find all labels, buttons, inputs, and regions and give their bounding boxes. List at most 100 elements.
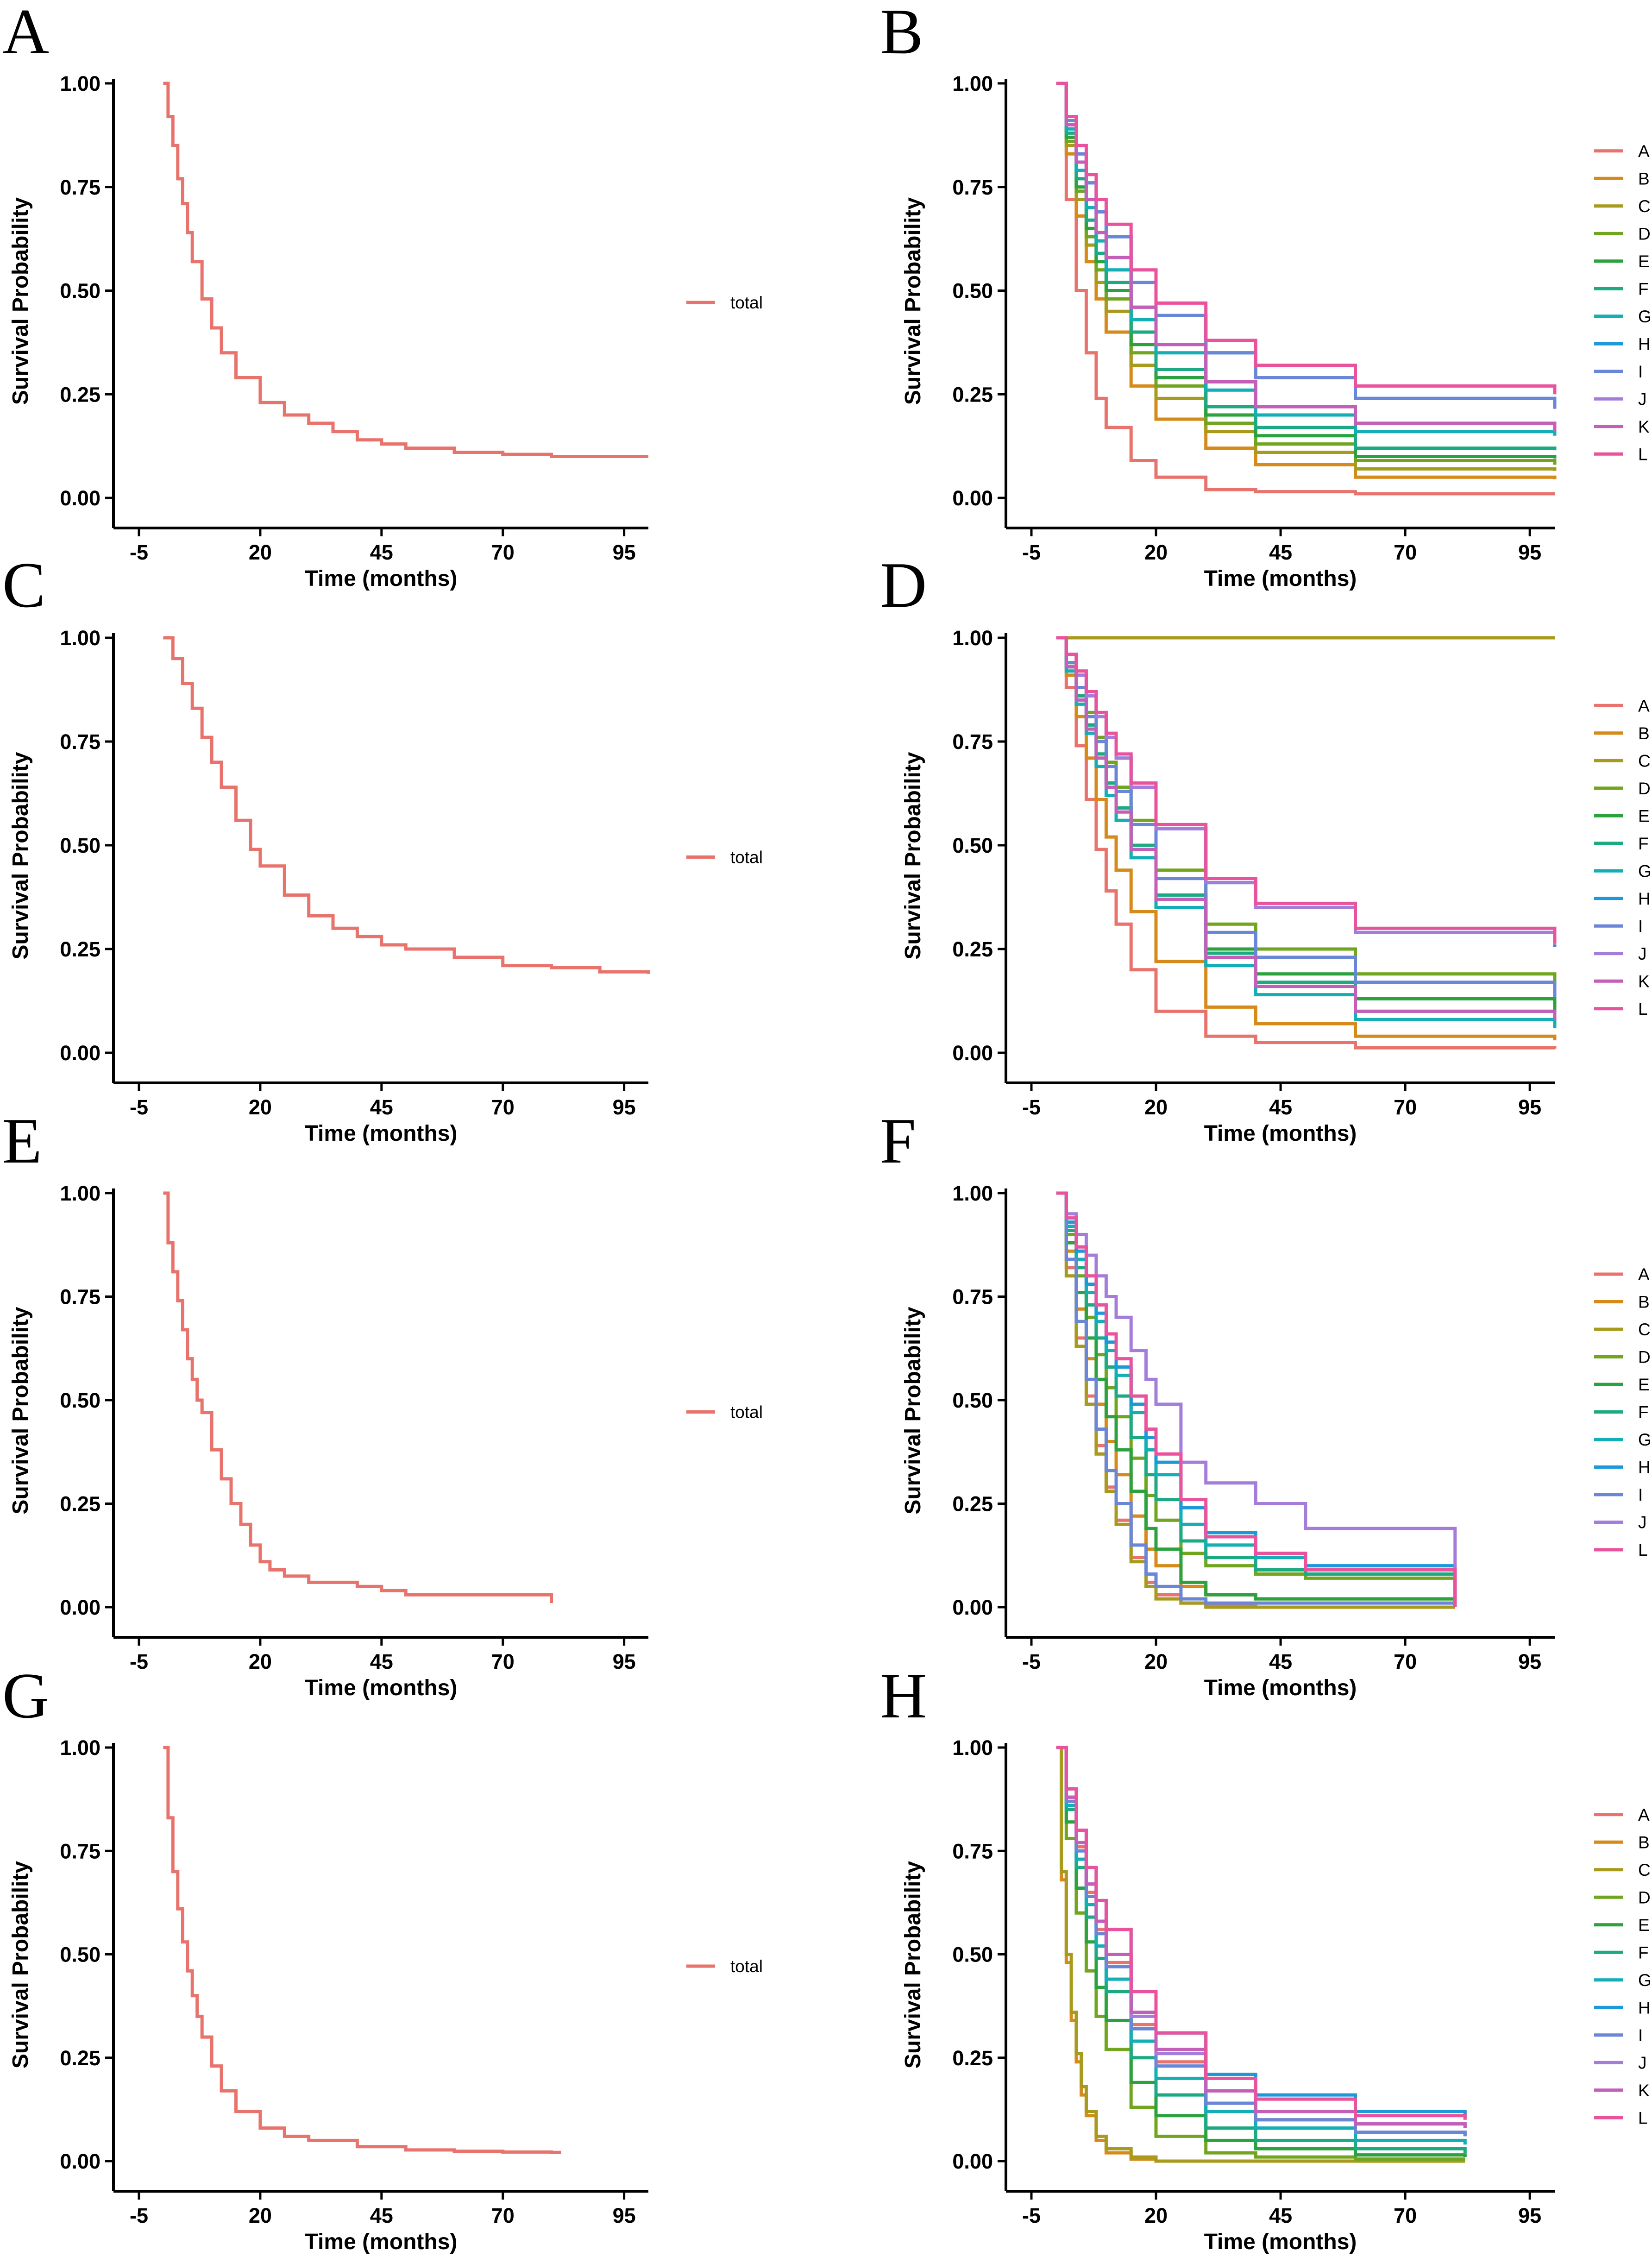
legend-label: H xyxy=(1638,1998,1651,2017)
y-axis-title: Survival Probability xyxy=(8,1861,33,2068)
panel-label: B xyxy=(880,0,923,68)
x-tick-label: 20 xyxy=(249,541,272,564)
legend-label: A xyxy=(1638,696,1650,715)
legend-label: C xyxy=(1638,1320,1651,1339)
curve-c xyxy=(1056,1191,1455,1609)
y-tick-label: 0.25 xyxy=(60,383,101,406)
y-tick-label: 0.00 xyxy=(60,1596,101,1619)
legend-label: C xyxy=(1638,1861,1651,1880)
legend-label: K xyxy=(1638,417,1650,436)
x-tick-label: 70 xyxy=(491,541,515,564)
x-tick-label: 70 xyxy=(1394,1650,1417,1673)
x-tick-label: 20 xyxy=(1144,1095,1168,1119)
x-tick-label: -5 xyxy=(130,1650,148,1673)
curve-c xyxy=(1056,1746,1465,2163)
y-tick-label: 0.25 xyxy=(952,383,993,406)
y-tick-label: 0.50 xyxy=(952,1389,993,1412)
y-tick-label: 0.75 xyxy=(60,730,101,754)
x-axis-title: Time (months) xyxy=(305,1121,458,1146)
y-tick-label: 0.50 xyxy=(60,1389,101,1412)
y-tick-label: 0.50 xyxy=(952,834,993,857)
legend-label: H xyxy=(1638,1458,1651,1477)
x-axis-title: Time (months) xyxy=(305,566,458,591)
y-tick-label: 0.25 xyxy=(952,2046,993,2070)
panel-label: A xyxy=(2,0,49,68)
y-tick-label: 1.00 xyxy=(60,626,101,650)
x-tick-label: -5 xyxy=(1022,1650,1041,1673)
y-tick-label: 0.75 xyxy=(60,176,101,199)
legend-label: D xyxy=(1638,779,1651,798)
y-tick-label: 0.75 xyxy=(60,1839,101,1863)
x-tick-label: 20 xyxy=(249,1095,272,1119)
x-tick-label: 20 xyxy=(249,1650,272,1673)
curve-a xyxy=(1056,1746,1467,2137)
curve-total xyxy=(163,1746,561,2154)
legend-label: C xyxy=(1638,751,1651,770)
x-tick-label: 95 xyxy=(1518,2204,1541,2227)
curve-j xyxy=(1056,1191,1457,1607)
legend-label: total xyxy=(730,848,763,867)
curve-j xyxy=(1056,1746,1467,2128)
legend-label: I xyxy=(1638,1485,1643,1504)
y-axis-title: Survival Probability xyxy=(8,1307,33,1514)
curve-i xyxy=(1056,1746,1467,2137)
x-tick-label: 70 xyxy=(1394,1095,1417,1119)
x-tick-label: -5 xyxy=(130,541,148,564)
panel-b: B 0.00 0.25 0.50 0.75 1.00 -5 20 45 70 95 Time (mon… xyxy=(880,0,1652,591)
panel-label: C xyxy=(2,549,45,621)
legend-label: K xyxy=(1638,972,1650,991)
legend-label: E xyxy=(1638,252,1650,271)
y-tick-label: 1.00 xyxy=(60,1182,101,1205)
x-tick-label: 70 xyxy=(1394,541,1417,564)
y-tick-label: 0.25 xyxy=(952,937,993,961)
x-axis-title: Time (months) xyxy=(1204,1121,1357,1146)
legend-label: A xyxy=(1638,1805,1650,1824)
x-tick-label: 20 xyxy=(1144,541,1168,564)
curve-d xyxy=(1056,1191,1457,1607)
curve-e xyxy=(1056,1191,1457,1607)
curve-total xyxy=(163,636,650,974)
legend-label: D xyxy=(1638,1888,1651,1907)
panel-g: G 0.00 0.25 0.50 0.75 1.00 -5 20 45 70 95 Time (mon… xyxy=(2,1660,763,2254)
x-axis-title: Time (months) xyxy=(1204,1676,1357,1700)
curve-l xyxy=(1056,82,1557,395)
y-axis-title: Survival Probability xyxy=(8,197,33,405)
curve-b xyxy=(1056,636,1557,1041)
y-tick-label: 0.50 xyxy=(60,834,101,857)
curve-i xyxy=(1056,1191,1457,1607)
curve-k xyxy=(1056,636,1557,1020)
legend-label: total xyxy=(730,1957,763,1976)
x-tick-label: 70 xyxy=(1394,2204,1417,2227)
x-tick-label: -5 xyxy=(130,2204,148,2227)
legend-label: E xyxy=(1638,1375,1650,1394)
legend-label: E xyxy=(1638,1916,1650,1935)
y-tick-label: 0.25 xyxy=(60,1492,101,1516)
curve-g xyxy=(1056,636,1557,1028)
curve-l xyxy=(1056,1746,1467,2120)
x-tick-label: -5 xyxy=(1022,541,1041,564)
panel-c: C 0.00 0.25 0.50 0.75 1.00 -5 20 45 70 95 Time (mon… xyxy=(2,549,763,1146)
curve-k xyxy=(1056,1746,1467,2128)
legend-label: total xyxy=(730,1403,763,1422)
x-tick-label: -5 xyxy=(130,1095,148,1119)
legend-label: J xyxy=(1638,944,1647,963)
legend-label: total xyxy=(730,293,763,312)
y-axis-title: Survival Probability xyxy=(901,752,925,959)
x-tick-label: 45 xyxy=(1269,1650,1292,1673)
x-axis-title: Time (months) xyxy=(1204,566,1357,591)
curve-a xyxy=(1056,82,1555,496)
legend-label: B xyxy=(1638,1833,1650,1852)
legend-label: I xyxy=(1638,917,1643,936)
legend-label: J xyxy=(1638,2053,1647,2072)
panel-a: A 0.00 0.25 0.50 0.75 1.00 -5 20 45 70 95 Time (mon… xyxy=(2,0,763,591)
panel-h: H 0.00 0.25 0.50 0.75 1.00 -5 20 45 70 95 Time (mon… xyxy=(880,1660,1652,2254)
curve-total xyxy=(163,1191,553,1603)
x-tick-label: 95 xyxy=(1518,1650,1541,1673)
y-tick-label: 0.25 xyxy=(60,937,101,961)
legend-label: G xyxy=(1638,1971,1652,1990)
x-tick-label: 70 xyxy=(491,2204,515,2227)
curve-g xyxy=(1056,1746,1467,2145)
curve-l xyxy=(1056,636,1557,943)
y-tick-label: 0.25 xyxy=(952,1492,993,1516)
